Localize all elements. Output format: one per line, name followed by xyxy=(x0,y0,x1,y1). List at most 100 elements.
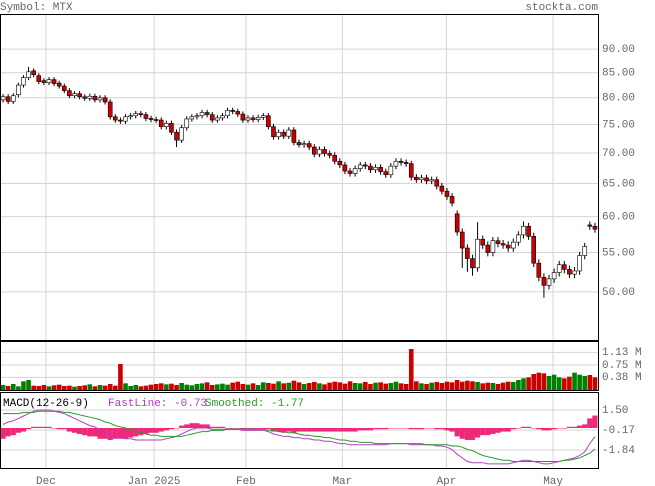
volume-bar xyxy=(465,380,470,390)
candle-body xyxy=(296,142,302,146)
volume-bar xyxy=(511,382,516,390)
histogram-bar xyxy=(41,426,47,428)
volume-bar xyxy=(286,382,292,390)
histogram-bar xyxy=(434,427,440,430)
x-tick-label: Mar xyxy=(332,476,352,486)
candle-body xyxy=(541,276,547,286)
volume-bar xyxy=(296,382,302,390)
histogram-bar xyxy=(561,427,567,429)
y-tick-label: 85.00 xyxy=(602,68,635,80)
candle-body xyxy=(439,185,445,192)
volume-bar xyxy=(383,383,389,390)
volume-bar xyxy=(327,382,332,390)
volume-bar xyxy=(352,383,358,390)
histogram-bar xyxy=(143,427,149,434)
candle-body xyxy=(153,119,159,121)
histogram-bar xyxy=(587,418,593,428)
candle-body xyxy=(312,146,317,155)
candle-body xyxy=(255,117,261,120)
candle-body xyxy=(169,123,174,133)
histogram-bar xyxy=(10,427,16,436)
histogram-bar xyxy=(408,427,414,430)
candle-body xyxy=(266,115,271,127)
candle-body xyxy=(352,168,358,174)
histogram-bar xyxy=(61,427,67,430)
candle-body xyxy=(276,131,281,138)
candle-body xyxy=(459,231,465,249)
histogram-bar xyxy=(362,427,368,431)
volume-bar xyxy=(546,376,552,390)
candle-body xyxy=(179,127,184,141)
mark-layer xyxy=(0,66,598,465)
candle-body xyxy=(72,93,77,97)
candle-body xyxy=(164,123,169,127)
histogram-bar xyxy=(31,426,37,428)
histogram-bar xyxy=(388,427,394,429)
volume-bar xyxy=(266,383,271,390)
candle-body xyxy=(322,149,327,154)
histogram-bar xyxy=(566,426,573,428)
candle-body xyxy=(567,269,572,275)
candle-body xyxy=(107,101,113,118)
volume-bar xyxy=(317,383,322,390)
volume-bar xyxy=(164,384,169,390)
volume-bar xyxy=(490,383,496,390)
candle-body xyxy=(118,119,123,122)
volume-bar xyxy=(403,384,409,390)
histogram-bar xyxy=(240,427,246,430)
y-tick-label: 50.00 xyxy=(602,287,635,299)
histogram-bar xyxy=(515,427,522,429)
histogram-bar xyxy=(423,427,430,429)
candle-body xyxy=(378,167,383,172)
volume-bar xyxy=(153,384,159,390)
volume-bar xyxy=(51,385,57,390)
volume-bar xyxy=(5,386,11,390)
candle-body xyxy=(250,117,256,120)
histogram-bar xyxy=(495,427,501,433)
volume-bar xyxy=(521,378,526,390)
volume-bar xyxy=(260,382,266,390)
macd-line xyxy=(2,409,596,465)
histogram-bar xyxy=(92,427,98,437)
histogram-bar xyxy=(128,427,134,438)
volume-bar xyxy=(281,383,286,390)
volume-bar xyxy=(46,386,52,390)
histogram-bar xyxy=(480,427,486,436)
candle-body xyxy=(475,238,480,269)
candle-body xyxy=(490,240,496,253)
volume-bar xyxy=(582,376,588,390)
candle-body xyxy=(113,116,118,121)
x-tick-label: Apr xyxy=(437,476,457,486)
volume-bar xyxy=(424,384,429,390)
y-tick-label: 90.00 xyxy=(602,44,635,56)
histogram-bar xyxy=(592,415,598,428)
candle-body xyxy=(97,97,103,101)
histogram-bar xyxy=(281,427,287,433)
candle-body xyxy=(306,143,312,148)
histogram-bar xyxy=(327,427,333,432)
candle-body xyxy=(526,226,531,237)
volume-bar xyxy=(16,386,21,390)
histogram-bar xyxy=(245,427,251,430)
histogram-bar xyxy=(270,427,277,432)
histogram-bar xyxy=(5,427,11,437)
histogram-bar xyxy=(286,427,292,432)
histogram-bar xyxy=(296,427,302,432)
candle-body xyxy=(546,278,552,286)
candle-body xyxy=(301,143,307,146)
candle-body xyxy=(414,176,419,181)
histogram-bar xyxy=(291,427,297,433)
candle-body xyxy=(347,170,353,174)
histogram-bar xyxy=(332,427,338,432)
volume-bar xyxy=(419,383,424,390)
x-tick-label: Jan 2025 xyxy=(128,476,181,486)
volume-bar xyxy=(225,384,230,390)
histogram-bar xyxy=(378,427,384,430)
candle-body xyxy=(398,160,404,163)
histogram-bar xyxy=(337,427,343,432)
candle-body xyxy=(82,96,87,99)
volume-bar xyxy=(347,381,353,390)
histogram-bar xyxy=(383,427,389,430)
candle-body xyxy=(470,258,475,269)
volume-bar xyxy=(82,385,87,390)
